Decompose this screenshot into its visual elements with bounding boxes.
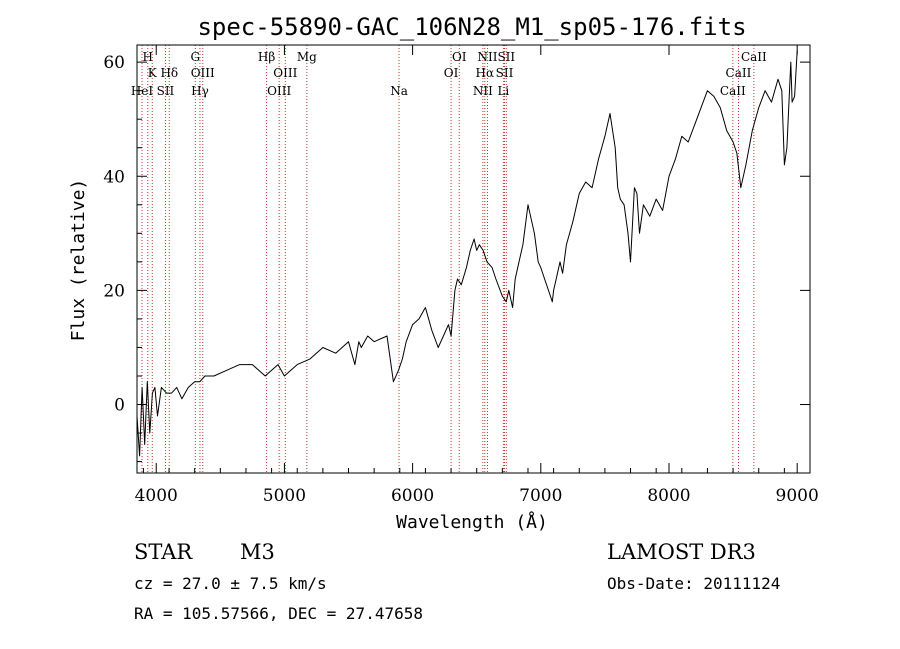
redshift-readout: cz = 27.0 ± 7.5 km/s (134, 574, 327, 593)
emission-line-label: OIII (273, 66, 297, 80)
y-axis-ticks: 0 20 40 60 (103, 53, 810, 463)
emission-line-label: CaII (741, 50, 767, 64)
x-tick-label: 7000 (519, 486, 562, 506)
object-class: STAR (134, 540, 193, 564)
emission-line-label: SII (157, 84, 175, 98)
emission-line-label: Hα (475, 66, 494, 80)
y-tick-label: 20 (103, 281, 125, 301)
spectrum-series (136, 50, 798, 457)
emission-line-label: Mg (297, 50, 317, 64)
emission-line-label: CaII (726, 66, 752, 80)
y-tick-label: 40 (103, 167, 125, 187)
x-tick-label: 6000 (391, 486, 434, 506)
y-tick-label: 0 (114, 396, 125, 416)
emission-line-label: Hδ (160, 66, 178, 80)
emission-line-label: NII (473, 84, 493, 98)
x-tick-label: 8000 (647, 486, 690, 506)
emission-line-label: K (148, 66, 158, 80)
x-tick-label: 5000 (263, 486, 306, 506)
object-subclass: M3 (240, 540, 275, 564)
emission-line-markers (141, 45, 755, 473)
emission-line-label: OIII (267, 84, 291, 98)
survey-name: LAMOST DR3 (607, 540, 756, 564)
emission-line-label: CaII (720, 84, 746, 98)
x-axis-ticks: 4000 5000 6000 7000 8000 9000 (135, 45, 819, 506)
emission-line-label: OI (444, 66, 459, 80)
x-axis-label: Wavelength (Å) (396, 511, 548, 533)
emission-line-label: SII (497, 50, 515, 64)
emission-line-label: Hγ (191, 84, 209, 98)
chart-title: spec-55890-GAC_106N28_M1_sp05-176.fits (197, 13, 746, 41)
spectrum-line (136, 50, 798, 457)
x-tick-label: 9000 (776, 486, 819, 506)
observation-date: Obs-Date: 20111124 (607, 574, 780, 593)
emission-line-label: Na (390, 84, 408, 98)
coordinates-readout: RA = 105.57566, DEC = 27.47658 (134, 604, 423, 623)
emission-line-label: G (191, 50, 201, 64)
y-axis-label: Flux (relative) (68, 179, 89, 342)
x-tick-label: 4000 (135, 486, 178, 506)
y-tick-label: 60 (103, 53, 125, 73)
plot-frame (136, 44, 811, 474)
emission-line-label: SII (496, 66, 514, 80)
emission-line-label: H (143, 50, 153, 64)
emission-line-label: OI (452, 50, 467, 64)
emission-line-label: Hβ (258, 50, 275, 64)
emission-line-label: NII (477, 50, 497, 64)
emission-line-label: OIII (191, 66, 215, 80)
emission-line-label: HeI (131, 84, 154, 98)
emission-line-label: Li (497, 84, 509, 98)
